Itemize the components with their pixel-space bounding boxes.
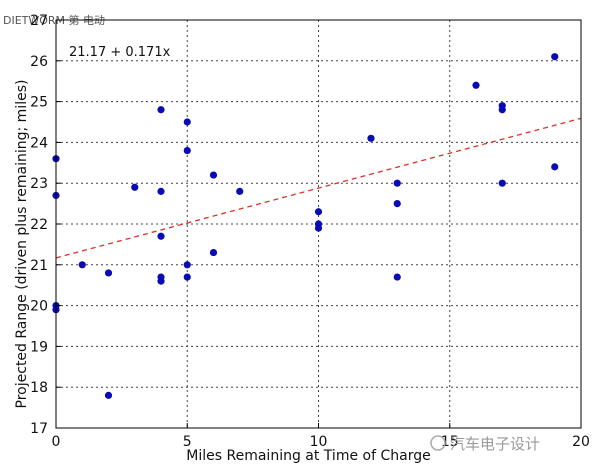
data-point: [393, 179, 401, 187]
x-tick-label: 5: [183, 434, 192, 450]
data-point: [551, 163, 559, 171]
data-point: [157, 232, 165, 240]
data-point: [183, 273, 191, 281]
data-point: [236, 187, 244, 195]
data-point: [78, 261, 86, 269]
x-axis-ticks: 0 5 10 15 20: [52, 423, 590, 450]
data-point: [209, 171, 218, 179]
x-axis-label: Miles Remaining at Time of Charge: [186, 448, 430, 464]
data-point: [393, 273, 401, 281]
data-point: [157, 187, 165, 195]
data-point: [183, 261, 191, 269]
y-axis-ticks: 17 18 19 20 21 22 23 24 25 26 27: [30, 13, 61, 437]
y-tick-label: 25: [30, 95, 48, 111]
trendline: [55, 117, 582, 259]
y-tick-label: 24: [30, 135, 48, 151]
y-tick-label: 27: [30, 13, 48, 29]
y-tick-label: 21: [30, 258, 48, 274]
data-point: [131, 183, 139, 191]
data-point: [498, 179, 506, 187]
data-point: [104, 269, 113, 277]
data-point: [314, 208, 323, 216]
trendline-layer: [55, 117, 582, 259]
grid-lines: [56, 20, 581, 428]
data-point: [367, 134, 375, 142]
y-tick-label: 22: [30, 217, 48, 233]
y-tick-label: 20: [30, 299, 48, 315]
y-tick-label: 17: [30, 421, 48, 437]
y-tick-label: 19: [30, 339, 48, 355]
data-point: [472, 81, 480, 89]
watermark-logo: 汽车电子设计: [430, 435, 540, 453]
trendline-equation: 21.17 + 0.171x: [69, 45, 171, 60]
data-point: [209, 248, 218, 257]
wechat-icon: [430, 435, 446, 451]
data-point: [157, 106, 165, 114]
x-tick-label: 0: [52, 434, 61, 450]
watermark-top: DIETWORM 第 电动: [3, 13, 105, 27]
data-point: [157, 277, 165, 285]
data-point: [183, 146, 191, 155]
x-tick-label: 10: [310, 434, 328, 450]
x-tick-label: 15: [441, 434, 459, 450]
watermark-bottom: 汽车电子设计: [450, 435, 540, 453]
y-tick-label: 26: [30, 54, 48, 70]
data-point: [498, 106, 506, 114]
y-tick-label: 23: [30, 176, 48, 192]
y-tick-label: 18: [30, 380, 48, 396]
data-point: [183, 118, 191, 126]
data-point: [393, 200, 401, 208]
x-tick-label: 20: [572, 434, 590, 450]
data-point: [551, 53, 559, 61]
data-points: [52, 53, 559, 399]
y-axis-label: Projected Range (driven plus remaining; …: [14, 80, 30, 409]
data-point: [314, 224, 323, 232]
data-point: [104, 391, 113, 399]
